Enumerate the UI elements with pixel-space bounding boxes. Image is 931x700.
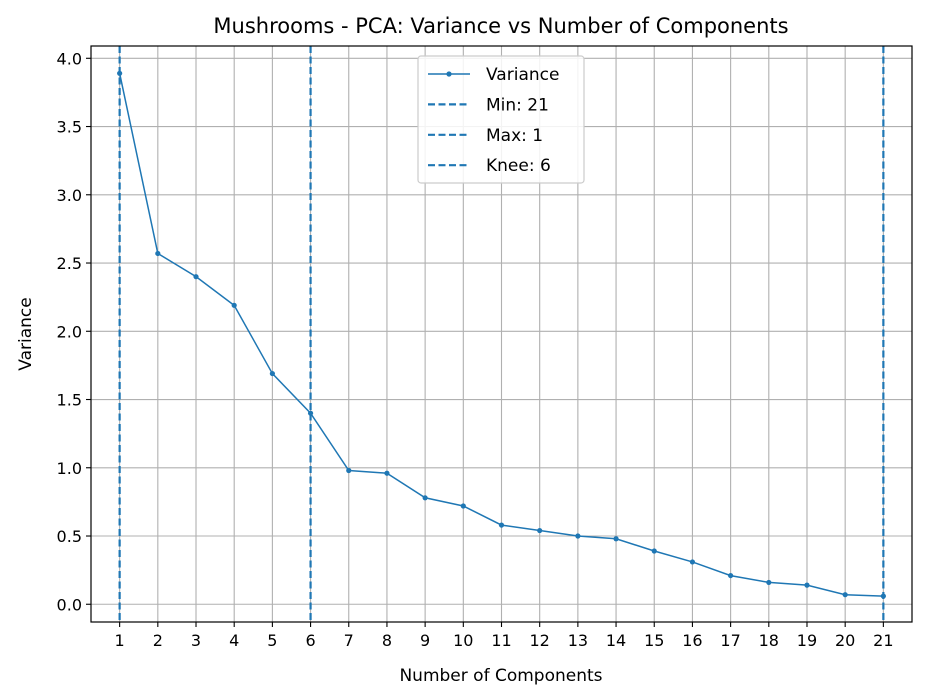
x-tick-label: 7 xyxy=(344,631,354,650)
data-series xyxy=(117,70,886,599)
data-point xyxy=(689,559,696,565)
legend-marker xyxy=(446,71,452,77)
data-point xyxy=(651,548,657,554)
data-point xyxy=(460,503,466,509)
x-tick-label: 21 xyxy=(873,631,893,650)
data-point xyxy=(575,533,581,539)
data-point xyxy=(804,582,810,588)
data-point xyxy=(269,370,275,377)
data-point xyxy=(498,522,505,528)
data-point xyxy=(766,579,772,586)
x-tick-label: 5 xyxy=(267,631,277,650)
data-point xyxy=(155,250,161,257)
legend-label: Max: 1 xyxy=(486,126,543,146)
y-tick-label: 1.0 xyxy=(57,459,82,478)
x-tick-label: 14 xyxy=(606,631,626,650)
legend: Variance Min: 21 Max: 1 Knee: 6 xyxy=(417,55,585,184)
y-tick-label: 3.0 xyxy=(57,186,82,205)
data-point xyxy=(842,592,848,598)
x-tick-label: 15 xyxy=(644,631,664,650)
y-axis: 0.0 0.5 1.0 1.5 2.0 2.5 3.0 3.5 4.0 xyxy=(57,49,91,614)
y-axis-label: Variance xyxy=(16,297,36,370)
x-tick-label: 2 xyxy=(153,631,163,650)
data-point xyxy=(728,572,734,579)
x-tick-label: 10 xyxy=(453,631,473,650)
legend-label: Variance xyxy=(486,65,559,85)
x-tick-label: 4 xyxy=(229,631,239,650)
legend-label: Knee: 6 xyxy=(486,156,551,176)
data-point xyxy=(117,70,123,76)
x-tick-label: 6 xyxy=(305,631,315,650)
x-axis-label: Number of Components xyxy=(399,666,602,686)
data-point xyxy=(613,536,619,542)
x-tick-label: 12 xyxy=(530,631,550,650)
x-tick-label: 19 xyxy=(797,631,817,650)
y-tick-label: 1.5 xyxy=(57,391,82,410)
x-tick-label: 16 xyxy=(682,631,702,650)
x-tick-label: 17 xyxy=(720,631,740,650)
x-tick-label: 20 xyxy=(835,631,855,650)
y-tick-label: 3.5 xyxy=(57,118,82,137)
reference-lines xyxy=(118,46,885,622)
y-tick-label: 0.5 xyxy=(57,527,82,546)
data-point xyxy=(384,470,390,476)
y-tick-label: 2.5 xyxy=(57,254,82,273)
x-tick-label: 8 xyxy=(382,631,392,650)
legend-label: Min: 21 xyxy=(486,95,549,115)
y-tick-label: 0.0 xyxy=(57,595,82,614)
chart-title: Mushrooms - PCA: Variance vs Number of C… xyxy=(213,14,788,38)
x-tick-label: 18 xyxy=(759,631,779,650)
data-point xyxy=(422,495,428,501)
x-tick-label: 13 xyxy=(568,631,588,650)
data-point xyxy=(880,593,886,599)
x-tick-label: 3 xyxy=(191,631,201,650)
legend-box xyxy=(417,55,585,184)
y-tick-label: 4.0 xyxy=(57,49,82,68)
data-point xyxy=(346,467,352,474)
data-point xyxy=(231,302,237,308)
y-tick-label: 2.0 xyxy=(57,322,82,341)
data-point xyxy=(193,274,199,280)
x-tick-label: 9 xyxy=(420,631,430,650)
x-axis: 1 2 3 4 5 6 7 8 9 10 11 12 13 14 15 16 17 18 19 20 21 xyxy=(115,622,894,650)
x-tick-label: 11 xyxy=(491,631,511,650)
data-point xyxy=(537,527,543,534)
data-point xyxy=(307,410,314,416)
x-tick-label: 1 xyxy=(115,631,125,650)
